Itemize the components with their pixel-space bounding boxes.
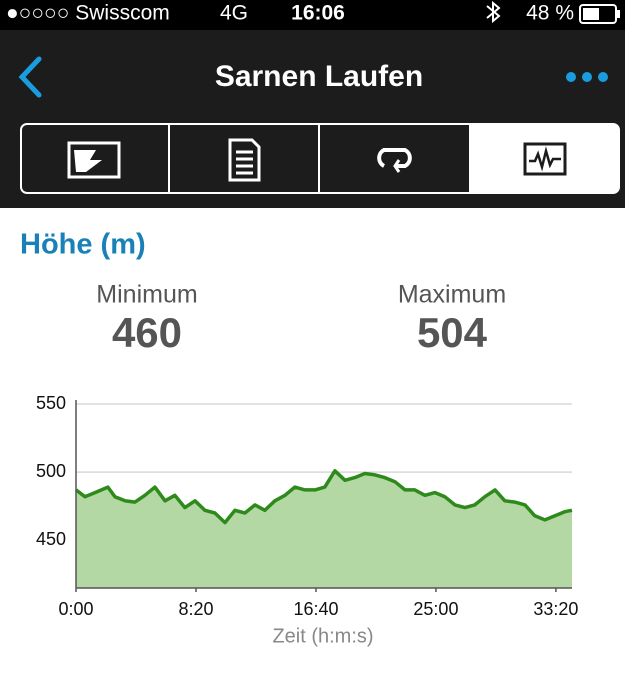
battery-level: 48 % <box>526 2 574 25</box>
x-tick-label: 0:00 <box>58 599 93 619</box>
back-button[interactable] <box>18 56 42 98</box>
stat-value: 460 <box>112 309 182 356</box>
tab-laps[interactable] <box>377 148 412 173</box>
status-bar <box>0 0 625 30</box>
clock: 16:06 <box>291 2 345 25</box>
carrier: ●○○○○ Swisscom <box>6 2 170 25</box>
stat-value: 504 <box>417 309 488 356</box>
bluetooth-icon <box>486 0 501 24</box>
more-button[interactable] <box>566 72 608 82</box>
x-tick-label: 8:20 <box>178 599 213 619</box>
y-tick-label: 550 <box>36 393 66 413</box>
y-tick-label: 450 <box>36 529 66 549</box>
x-tick-label: 16:40 <box>293 599 338 619</box>
tab-map[interactable] <box>67 141 121 179</box>
x-axis-title: Zeit (h:m:s) <box>272 625 373 647</box>
section-title: Höhe (m) <box>20 229 146 261</box>
battery-fill <box>583 8 599 20</box>
x-tick-label: 33:20 <box>533 599 578 619</box>
battery-icon <box>579 4 617 24</box>
battery-tip <box>617 10 620 18</box>
stat-label: Maximum <box>398 281 506 309</box>
tab-details[interactable] <box>228 138 261 182</box>
elevation-line <box>74 469 573 525</box>
x-tick-label: 25:00 <box>413 599 458 619</box>
stat-label: Minimum <box>96 281 197 309</box>
elevation-chart: 450 500 550 0:00 8:20 16:40 25:00 33:20 <box>36 393 578 619</box>
tab-chart[interactable] <box>523 142 567 176</box>
network: 4G <box>220 2 248 25</box>
nav-title: Sarnen Laufen <box>215 60 423 93</box>
y-tick-label: 500 <box>36 461 66 481</box>
